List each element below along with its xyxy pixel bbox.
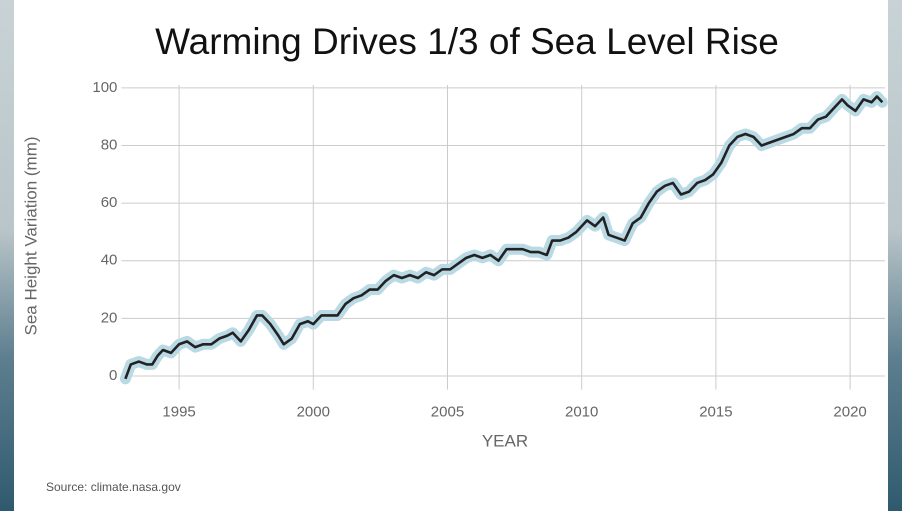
y-tick-label: 40 [101,252,118,269]
source-note: Source: climate.nasa.gov [46,480,181,494]
x-tick-label: 1995 [162,404,195,421]
x-tick-label: 2000 [297,404,330,421]
x-tick-label: 2020 [833,404,866,421]
x-tick-label: 2015 [699,404,732,421]
data-line [124,95,884,380]
y-tick-label: 60 [101,194,118,211]
x-axis-label: YEAR [482,431,528,450]
y-tick-label: 100 [92,79,117,96]
chart-title: Warming Drives 1/3 of Sea Level Rise [155,21,779,62]
card [14,0,888,511]
uncertainty-band [119,91,888,385]
x-tick-label: 2010 [565,404,598,421]
y-tick-label: 20 [101,309,118,326]
y-tick-label: 80 [101,136,118,153]
y-axis-label: Sea Height Variation (mm) [21,136,40,335]
y-tick-label: 0 [109,367,117,384]
x-tick-label: 2005 [431,404,464,421]
